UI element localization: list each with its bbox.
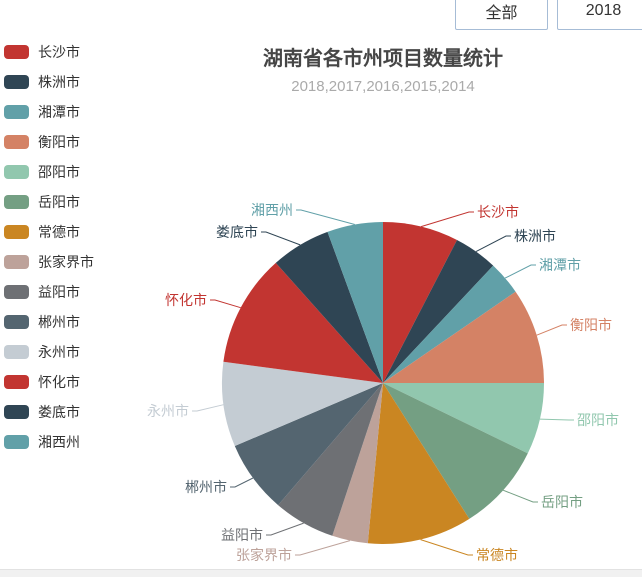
pie-slice[interactable] <box>221 361 383 446</box>
pie-label-leader-line <box>261 231 301 246</box>
legend-item[interactable]: 邵阳市 <box>4 165 94 179</box>
legend-item[interactable]: 益阳市 <box>4 285 94 299</box>
legend-label: 益阳市 <box>38 284 80 300</box>
pie-label-leader-line <box>504 264 536 279</box>
pie-label-leader-line <box>230 477 254 488</box>
legend-label: 株洲市 <box>38 74 80 90</box>
legend-marker-swatch <box>4 405 29 419</box>
legend-item[interactable]: 湘西州 <box>4 435 94 449</box>
legend-label: 怀化市 <box>38 374 80 390</box>
chart-legend: 长沙市株洲市湘潭市衡阳市邵阳市岳阳市常德市张家界市益阳市郴州市永州市怀化市娄底市… <box>4 45 94 449</box>
legend-label: 湘潭市 <box>38 104 80 120</box>
legend-marker-swatch <box>4 45 29 59</box>
legend-label: 娄底市 <box>38 404 80 420</box>
legend-marker-swatch <box>4 375 29 389</box>
pie-slice[interactable] <box>383 240 494 383</box>
filter-all-button[interactable]: 全部 <box>455 0 548 30</box>
pie-label-leader-line <box>210 299 241 309</box>
pie-slice[interactable] <box>383 222 457 383</box>
pie-slice-label: 张家界市 <box>236 547 292 563</box>
legend-marker-swatch <box>4 195 29 209</box>
legend-marker-swatch <box>4 165 29 179</box>
chart-subtitle: 2018,2017,2016,2015,2014 <box>291 78 475 95</box>
pie-label-leader-line <box>536 324 567 336</box>
pie-slice[interactable] <box>367 383 470 545</box>
legend-item[interactable]: 怀化市 <box>4 375 94 389</box>
pie-slice-label: 娄底市 <box>216 224 258 240</box>
pie-slice-label: 长沙市 <box>477 204 519 220</box>
pie-label-leader-line <box>539 418 574 421</box>
pie-label-leader-line <box>296 209 355 225</box>
legend-item[interactable]: 株洲市 <box>4 75 94 89</box>
pie-slice[interactable] <box>332 383 383 544</box>
legend-marker-swatch <box>4 135 29 149</box>
legend-marker-swatch <box>4 345 29 359</box>
pie-label-leader-line <box>295 540 351 556</box>
legend-label: 岳阳市 <box>38 194 80 210</box>
pie-slice[interactable] <box>327 222 384 383</box>
legend-label: 长沙市 <box>38 44 80 60</box>
pie-label-leader-line <box>266 522 304 536</box>
pie-slice-label: 邵阳市 <box>577 412 619 428</box>
pie-slice[interactable] <box>383 291 544 383</box>
legend-label: 湘西州 <box>38 434 80 450</box>
legend-item[interactable]: 长沙市 <box>4 45 94 59</box>
legend-item[interactable]: 永州市 <box>4 345 94 359</box>
legend-label: 邵阳市 <box>38 164 80 180</box>
legend-label: 永州市 <box>38 344 80 360</box>
pie-slice[interactable] <box>383 265 516 383</box>
legend-label: 衡阳市 <box>38 134 80 150</box>
pie-label-leader-line <box>420 539 473 556</box>
legend-item[interactable]: 湘潭市 <box>4 105 94 119</box>
pie-slice-label: 常德市 <box>476 547 518 563</box>
legend-item[interactable]: 岳阳市 <box>4 195 94 209</box>
legend-marker-swatch <box>4 315 29 329</box>
pie-slice-label: 岳阳市 <box>541 494 583 510</box>
pie-slice[interactable] <box>234 383 383 506</box>
pie-slice[interactable] <box>383 383 544 454</box>
pie-label-leader-line <box>420 211 474 228</box>
legend-item[interactable]: 衡阳市 <box>4 135 94 149</box>
legend-label: 常德市 <box>38 224 80 240</box>
legend-label: 张家界市 <box>38 254 94 270</box>
legend-marker-swatch <box>4 225 29 239</box>
legend-marker-swatch <box>4 255 29 269</box>
pie-slice-label: 怀化市 <box>165 292 207 308</box>
pie-slice-label: 株洲市 <box>514 228 556 244</box>
pie-slice-label: 永州市 <box>147 403 189 419</box>
legend-marker-swatch <box>4 105 29 119</box>
pie-label-leader-line <box>475 235 511 253</box>
legend-marker-swatch <box>4 435 29 449</box>
legend-marker-swatch <box>4 75 29 89</box>
legend-item[interactable]: 娄底市 <box>4 405 94 419</box>
chart-title: 湖南省各市州项目数量统计 <box>263 48 503 70</box>
pie-slice-label: 衡阳市 <box>570 317 612 333</box>
pie-slice[interactable] <box>223 262 383 383</box>
pie-slice-label: 湘西州 <box>251 202 293 218</box>
pie-slice-label: 湘潭市 <box>539 257 581 273</box>
pie-label-leader-line <box>192 404 224 412</box>
legend-item[interactable]: 郴州市 <box>4 315 94 329</box>
legend-item[interactable]: 常德市 <box>4 225 94 239</box>
pie-slice-label: 益阳市 <box>221 527 263 543</box>
pie-slice[interactable] <box>278 383 383 536</box>
pie-label-leader-line <box>502 489 538 503</box>
filter-year-button[interactable]: 2018 <box>557 0 642 30</box>
legend-label: 郴州市 <box>38 314 80 330</box>
page-bottom-bar <box>0 569 642 577</box>
pie-slice[interactable] <box>275 231 383 383</box>
legend-marker-swatch <box>4 285 29 299</box>
pie-slice-label: 郴州市 <box>185 479 227 495</box>
pie-slice[interactable] <box>383 383 528 519</box>
legend-item[interactable]: 张家界市 <box>4 255 94 269</box>
